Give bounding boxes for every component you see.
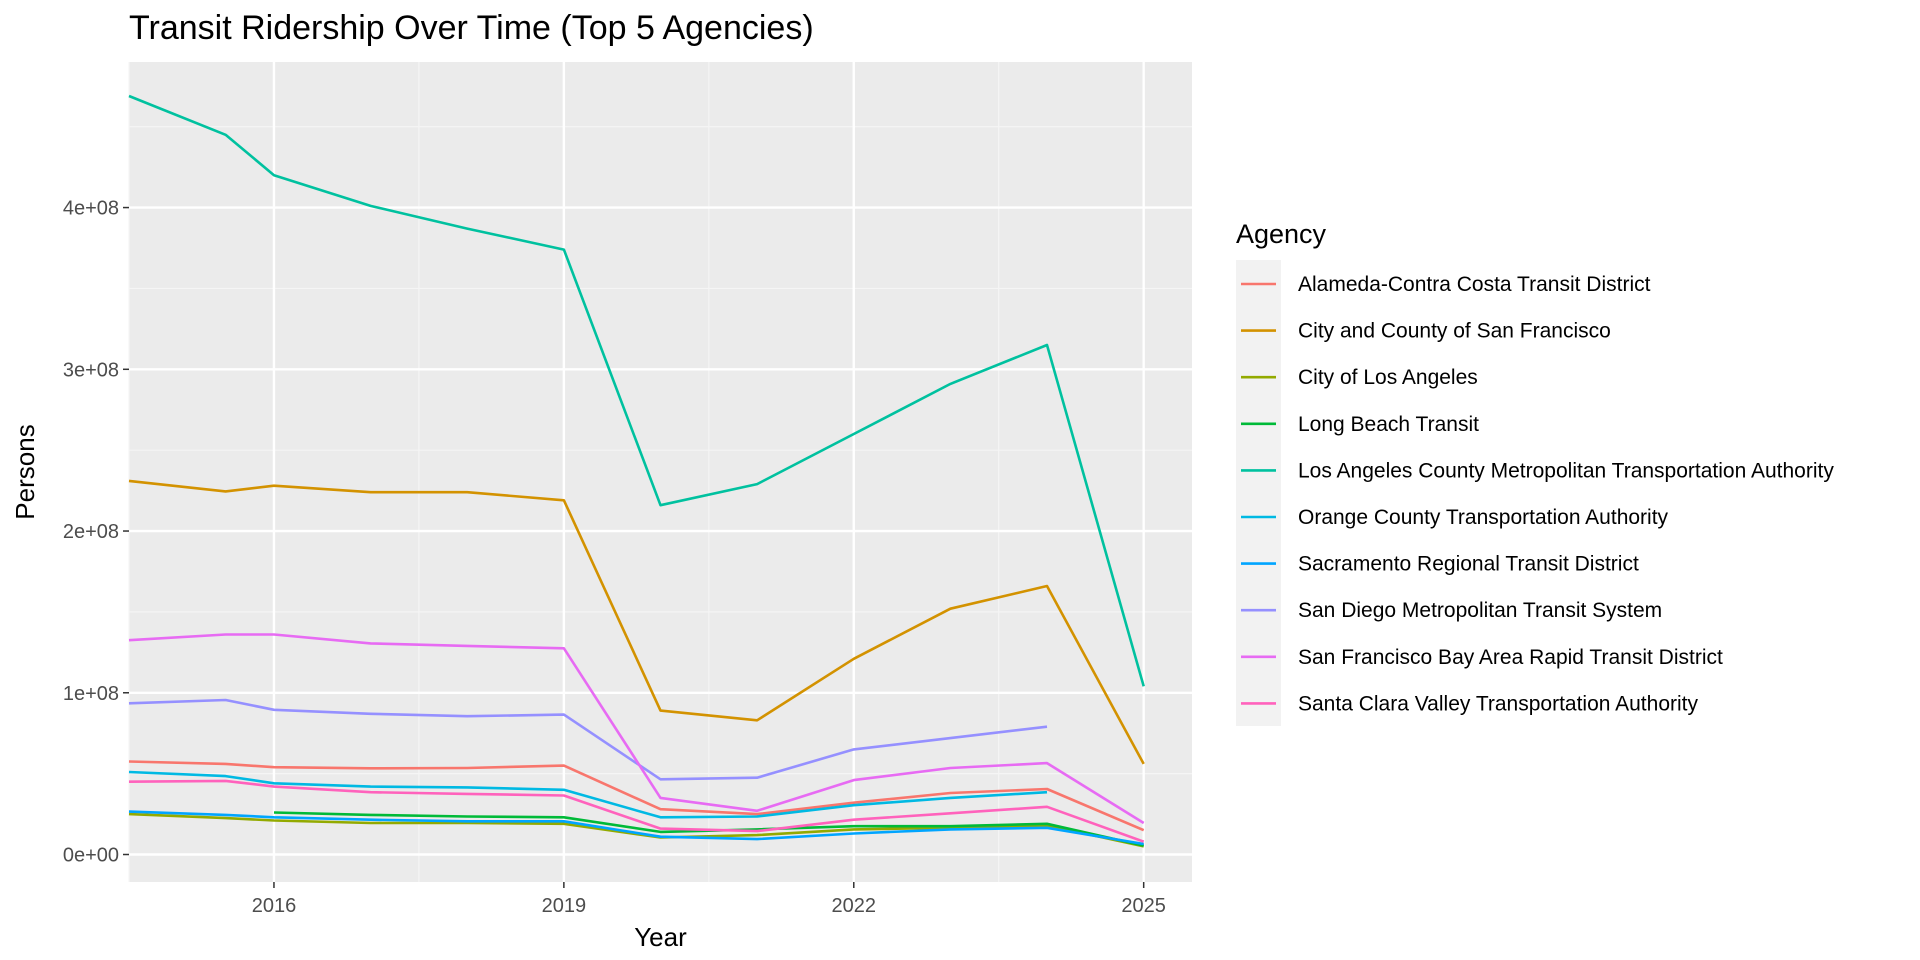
- minor-gridlines: [128, 62, 1192, 882]
- legend-key-background: [1236, 260, 1281, 726]
- legend-label-6: Orange County Transportation Authority: [1298, 506, 1669, 529]
- legend-label-5: Los Angeles County Metropolitan Transpor…: [1298, 459, 1834, 482]
- x-tick-label: 2016: [252, 895, 297, 917]
- series-line-3: [128, 812, 1144, 848]
- y-tick-label: 0e+00: [63, 845, 119, 867]
- legend-title: Agency: [1236, 219, 1327, 249]
- legend-label-8: San Diego Metropolitan Transit System: [1298, 599, 1662, 622]
- legend-label-7: Sacramento Regional Transit District: [1298, 553, 1639, 576]
- series-line-9: [128, 633, 1145, 825]
- x-tick-label: 2019: [542, 895, 587, 917]
- series-lines: [128, 94, 1145, 848]
- y-axis-title: Persons: [10, 424, 40, 519]
- y-tick-label: 3e+08: [63, 359, 119, 381]
- legend-label-3: City of Los Angeles: [1298, 366, 1478, 389]
- x-axis: 2016 2019 2022 2025: [252, 882, 1166, 917]
- legend-label-9: San Francisco Bay Area Rapid Transit Dis…: [1298, 646, 1723, 669]
- series-line-8: [128, 698, 1048, 781]
- legend-label-4: Long Beach Transit: [1298, 413, 1479, 436]
- series-line-1: [128, 760, 1145, 832]
- legend: Agency Alameda-Contra Costa Transit Dist…: [1236, 219, 1834, 726]
- series-line-7: [128, 810, 1144, 846]
- chart-title: Transit Ridership Over Time (Top 5 Agenc…: [129, 9, 814, 47]
- plot-panel: [129, 62, 1192, 882]
- series-line-10: [128, 779, 1145, 843]
- y-tick-label: 1e+08: [63, 683, 119, 705]
- legend-label-1: Alameda-Contra Costa Transit District: [1298, 273, 1651, 296]
- series-line-5: [128, 94, 1145, 687]
- x-tick-label: 2025: [1121, 895, 1166, 917]
- legend-items: Alameda-Contra Costa Transit District Cit…: [1241, 273, 1834, 715]
- series-line-6: [128, 770, 1048, 819]
- legend-label-2: City and County of San Francisco: [1298, 320, 1611, 343]
- y-axis: 0e+00 1e+08 2e+08 3e+08 4e+08: [63, 198, 129, 867]
- legend-label-10: Santa Clara Valley Transportation Author…: [1298, 692, 1698, 715]
- major-gridlines: [129, 62, 1192, 882]
- x-tick-label: 2022: [832, 895, 877, 917]
- x-axis-title: Year: [634, 922, 687, 952]
- y-tick-label: 2e+08: [63, 521, 119, 543]
- series-line-2: [128, 479, 1145, 765]
- y-tick-label: 4e+08: [63, 198, 119, 220]
